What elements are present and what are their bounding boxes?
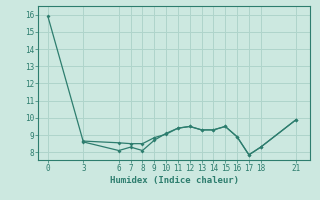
X-axis label: Humidex (Indice chaleur): Humidex (Indice chaleur) — [110, 176, 239, 185]
